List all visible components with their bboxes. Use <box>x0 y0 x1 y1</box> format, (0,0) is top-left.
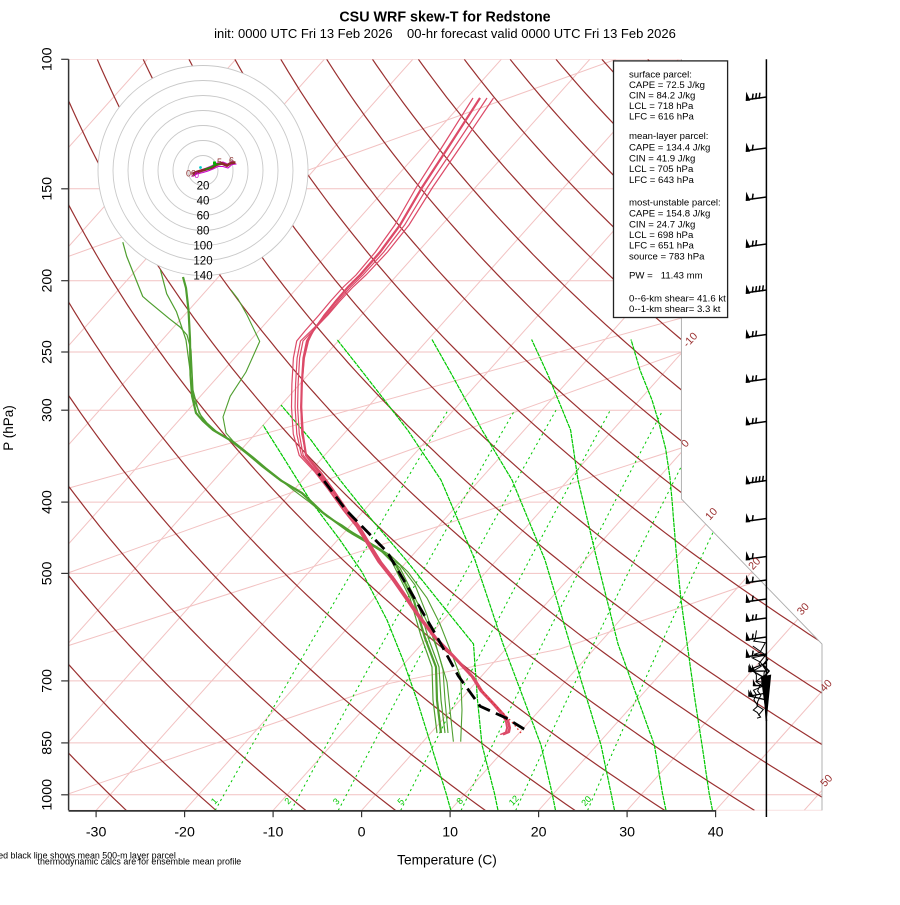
svg-text:40: 40 <box>708 825 724 841</box>
svg-text:most-unstable parcel:: most-unstable parcel: <box>629 198 721 209</box>
svg-text:40: 40 <box>197 196 210 208</box>
svg-text:5: 5 <box>217 157 222 167</box>
svg-text:100: 100 <box>40 47 56 71</box>
svg-text:CIN = 41.9 J/kg: CIN = 41.9 J/kg <box>629 153 695 164</box>
svg-text:CSU WRF skew-T for Redstone: CSU WRF skew-T for Redstone <box>339 10 550 26</box>
svg-text:30: 30 <box>619 825 635 841</box>
svg-text:700: 700 <box>40 669 56 693</box>
svg-text:thermodynamic calcs are for en: thermodynamic calcs are for ensemble mea… <box>38 856 242 866</box>
svg-text:CAPE = 134.4 J/kg: CAPE = 134.4 J/kg <box>629 142 710 153</box>
svg-text:200: 200 <box>40 269 56 293</box>
svg-text:P (hPa): P (hPa) <box>1 405 16 451</box>
svg-text:LFC = 616 hPa: LFC = 616 hPa <box>629 112 694 123</box>
svg-text:LCL = 718 hPa: LCL = 718 hPa <box>629 101 694 112</box>
svg-text:850: 850 <box>40 731 56 755</box>
svg-text:mean-layer parcel:: mean-layer parcel: <box>629 131 708 142</box>
svg-text:80: 80 <box>197 226 210 238</box>
svg-text:Temperature (C): Temperature (C) <box>397 853 497 868</box>
svg-text:-20: -20 <box>174 825 195 841</box>
svg-text:60: 60 <box>197 211 210 223</box>
svg-text:400: 400 <box>40 490 56 514</box>
svg-text:6: 6 <box>229 156 234 166</box>
svg-text:20: 20 <box>531 825 547 841</box>
svg-text:LFC = 643 hPa: LFC = 643 hPa <box>629 175 694 186</box>
svg-text:140: 140 <box>193 271 212 283</box>
svg-text:CAPE = 72.5 J/kg: CAPE = 72.5 J/kg <box>629 80 705 91</box>
svg-text:CAPE = 154.8 J/kg: CAPE = 154.8 J/kg <box>629 209 710 220</box>
svg-text:0: 0 <box>195 171 200 180</box>
svg-text:0--6-km shear= 41.6 kt: 0--6-km shear= 41.6 kt <box>629 294 726 305</box>
svg-text:500: 500 <box>40 561 56 585</box>
svg-text:init: 0000 UTC Fri 13 Feb 2026: init: 0000 UTC Fri 13 Feb 2026 00-hr for… <box>214 26 676 41</box>
svg-text:0: 0 <box>358 825 366 841</box>
svg-text:10: 10 <box>442 825 458 841</box>
svg-text:100: 100 <box>193 241 212 253</box>
svg-text:-30: -30 <box>86 825 107 841</box>
svg-text:-10: -10 <box>263 825 284 841</box>
svg-text:LCL = 705 hPa: LCL = 705 hPa <box>629 164 694 175</box>
svg-text:250: 250 <box>40 340 56 364</box>
svg-text:0--1-km shear= 3.3 kt: 0--1-km shear= 3.3 kt <box>629 304 721 315</box>
svg-text:150: 150 <box>40 177 56 201</box>
svg-text:120: 120 <box>193 256 212 268</box>
svg-text:300: 300 <box>40 398 56 422</box>
svg-text:source = 783 hPa: source = 783 hPa <box>629 252 705 263</box>
svg-text:20: 20 <box>197 181 210 193</box>
svg-text:PW = 11.43 mm: PW = 11.43 mm <box>629 270 703 281</box>
svg-text:CIN = 84.2 J/kg: CIN = 84.2 J/kg <box>629 91 695 102</box>
svg-text:surface parcel:: surface parcel: <box>629 70 692 81</box>
svg-text:LFC = 651 hPa: LFC = 651 hPa <box>629 241 694 252</box>
svg-text:LCL = 698 hPa: LCL = 698 hPa <box>629 230 694 241</box>
svg-text:1000: 1000 <box>40 779 56 811</box>
